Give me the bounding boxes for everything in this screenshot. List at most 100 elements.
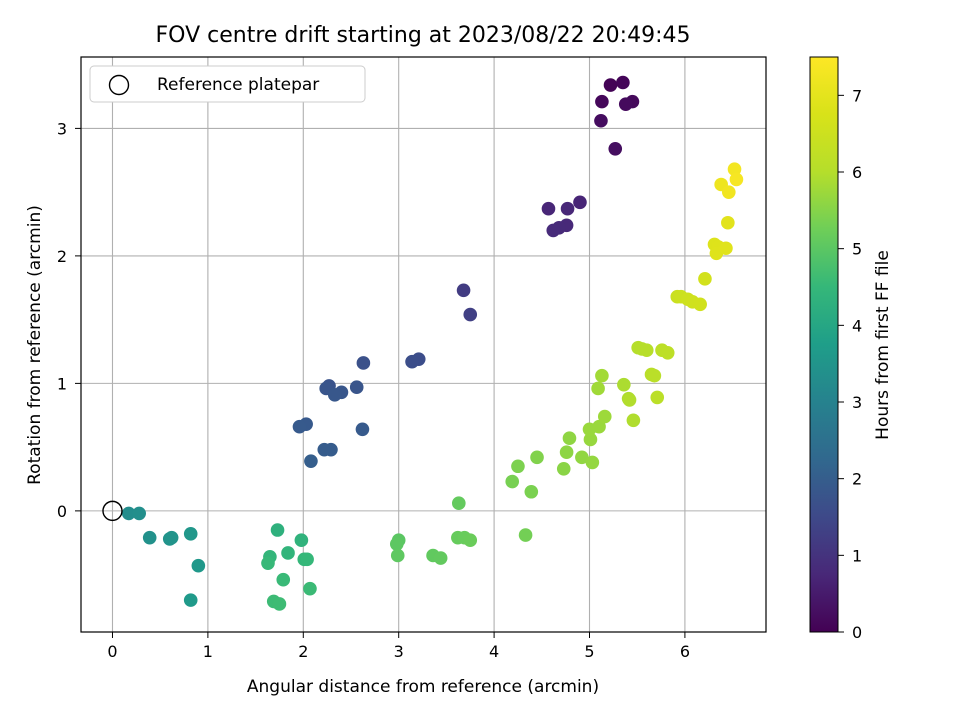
data-point [524,484,539,499]
data-point [573,195,587,210]
data-point [451,496,466,511]
data-point [518,528,533,542]
legend-marker-reference [108,74,130,96]
x-axis-ticks: 0 1 2 3 4 5 6 [107,632,690,661]
y-tick-label: 1 [57,374,67,393]
colorbar-ticks: 0 1 2 3 4 5 6 7 [838,86,862,642]
data-point [594,113,608,128]
data-point [355,422,370,437]
colorbar-tick-label: 7 [852,86,862,105]
data-point [121,506,136,521]
data-point [132,506,146,521]
data-point [727,162,742,176]
data-point [304,454,318,468]
data-point [660,345,675,360]
data-point [356,356,371,370]
colorbar-tick-label: 0 [852,623,862,642]
data-point [650,390,665,405]
data-point [505,474,520,489]
data-point [597,409,612,424]
data-point [183,593,198,607]
x-tick-label: 3 [394,642,404,661]
data-point [272,597,287,611]
data-point [142,530,157,545]
chart-title: FOV centre drift starting at 2023/08/22 … [156,23,691,48]
legend-box [89,65,366,103]
x-tick-label: 6 [680,642,690,661]
scatter-points [102,75,744,611]
data-point [294,533,309,548]
data-point [639,343,654,358]
y-axis-ticks: 0 1 2 3 [57,119,81,521]
x-tick-label: 5 [584,642,594,661]
y-tick-label: 2 [57,247,67,266]
data-point [559,445,574,460]
legend-label: Reference platepar [157,75,319,95]
data-point [191,558,206,573]
data-point [324,442,338,457]
data-point [626,413,641,428]
x-tick-label: 4 [489,642,499,661]
y-tick-label: 0 [57,502,67,521]
data-point [530,450,544,465]
colorbar: 0 1 2 3 4 5 6 7 Hours from first FF file [809,56,893,642]
data-point [541,201,556,216]
data-point [647,368,662,383]
colorbar-tick-label: 2 [852,470,862,489]
colorbar-label: Hours from first FF file [873,250,893,440]
data-point [693,297,707,312]
data-point [592,419,606,434]
data-point [608,141,623,156]
data-point [560,201,575,216]
x-tick-label: 1 [203,642,213,661]
data-point [719,241,733,256]
data-point [603,78,618,92]
data-point [575,450,589,465]
data-point [622,393,637,407]
data-point [729,172,744,187]
data-point [303,581,317,596]
data-point [276,572,291,587]
data-point [281,546,295,560]
data-point [511,459,525,474]
data-point [270,523,285,537]
data-point [585,455,600,470]
colorbar-tick-label: 1 [852,546,862,565]
data-point [556,462,571,476]
data-point [390,548,405,563]
grid [81,57,766,632]
data-point [546,223,561,238]
y-axis-label: Rotation from reference (arcmin) [25,205,45,485]
legend: Reference platepar [89,65,366,103]
x-axis-label: Angular distance from reference (arcmin) [247,677,599,697]
data-point [698,272,712,286]
data-point [292,419,307,434]
data-point [389,537,404,551]
data-point [300,552,314,567]
data-point [721,185,736,199]
data-point [721,215,735,230]
data-point [405,354,419,369]
data-point [261,556,275,570]
data-point [617,377,631,392]
data-point [327,388,342,402]
x-tick-label: 0 [107,642,117,661]
data-point [595,368,609,383]
data-point [164,530,179,545]
plot-frame [80,56,767,633]
data-point [433,551,448,565]
data-point [183,527,198,541]
data-point [463,533,478,548]
reference-marker [102,500,123,522]
data-point [583,432,598,447]
colorbar-tick-label: 5 [852,240,862,259]
data-point [562,431,577,446]
colorbar-tick-label: 3 [852,393,862,412]
data-point [591,381,605,396]
data-point [616,75,630,90]
colorbar-tick-label: 4 [852,316,862,335]
y-tick-label: 3 [57,119,67,138]
x-tick-label: 2 [298,642,308,661]
colorbar-tick-label: 6 [852,163,862,182]
